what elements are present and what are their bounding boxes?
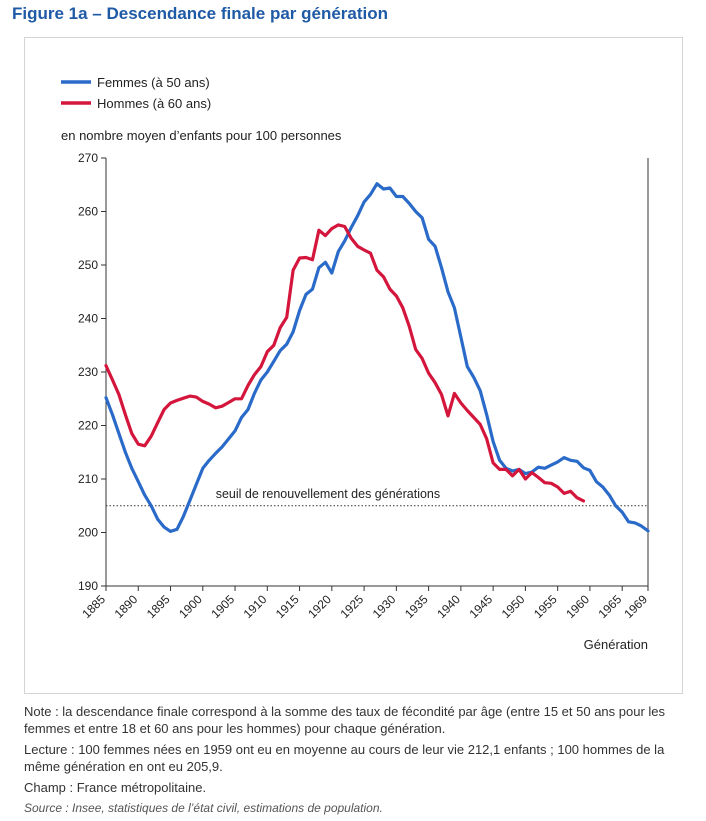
x-tick-label: 1969 [621,592,650,621]
x-tick-label: 1915 [273,592,302,621]
legend-label-1: Hommes (à 60 ans) [97,96,211,111]
x-tick-label: 1905 [208,592,237,621]
y-tick-label: 270 [78,151,98,165]
x-tick-label: 1895 [144,592,173,621]
x-tick-label: 1950 [499,592,528,621]
x-tick-label: 1960 [563,592,592,621]
x-tick-label: 1920 [305,592,334,621]
figure-title: Figure 1a – Descendance finale par génér… [12,4,389,23]
x-tick-label: 1930 [370,592,399,621]
line-chart: Femmes (à 50 ans) Hommes (à 60 ans) en no… [61,75,650,652]
x-tick-label: 1945 [466,592,495,621]
x-tick-label: 1900 [176,592,205,621]
x-tick-label: 1955 [531,592,560,621]
threshold-label: seuil de renouvellement des générations [216,487,440,501]
y-tick-label: 210 [78,472,98,486]
chart-legend: Femmes (à 50 ans) Hommes (à 60 ans) [61,75,211,111]
lecture-text: Lecture : 100 femmes nées en 1959 ont eu… [24,742,665,774]
figure-notes: Note : la descendance finale correspond … [24,703,694,821]
chart-frame: Femmes (à 50 ans) Hommes (à 60 ans) en no… [24,37,683,694]
x-tick-label: 1885 [79,592,108,621]
y-tick-label: 190 [78,579,98,593]
note-text: Note : la descendance finale correspond … [24,704,666,736]
x-tick-label: 1890 [112,592,141,621]
series-lines [104,182,650,533]
y-tick-label: 230 [78,365,98,379]
y-tick-label: 260 [78,205,98,219]
y-axis-label: en nombre moyen d’enfants pour 100 perso… [61,128,342,143]
reference-line: seuil de renouvellement des générations [106,487,648,507]
y-tick-label: 200 [78,526,98,540]
source-text: Source : Insee, statistiques de l’état c… [24,801,383,815]
x-tick-label: 1965 [596,592,625,621]
y-tick-label: 220 [78,419,98,433]
x-tick-label: 1910 [241,592,270,621]
y-tick-label: 240 [78,312,98,326]
series-line-femmes [104,182,650,533]
x-tick-label: 1935 [402,592,431,621]
series-line-hommes [104,223,586,503]
legend-label-0: Femmes (à 50 ans) [97,75,210,90]
x-tick-label: 1940 [434,592,463,621]
y-tick-label: 250 [78,258,98,272]
x-axis-label: Génération [584,637,648,652]
champ-text: Champ : France métropolitaine. [24,780,207,795]
x-tick-label: 1925 [337,592,366,621]
